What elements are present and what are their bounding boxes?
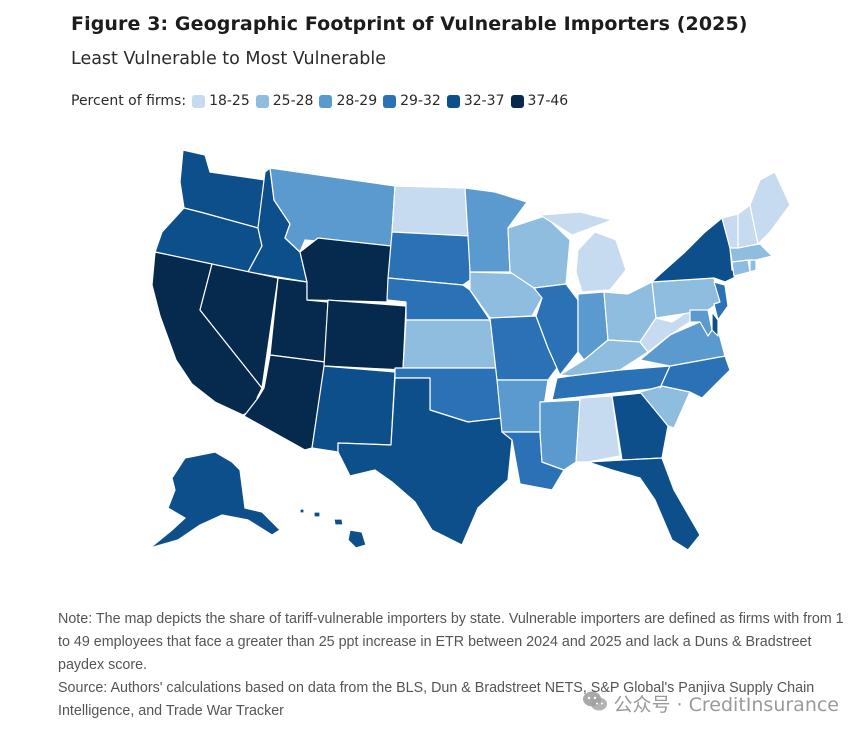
state-wv[interactable] (639, 309, 691, 353)
state-hi-oahu[interactable] (313, 511, 321, 518)
watermark-text: 公众号 · CreditInsurance (613, 694, 839, 716)
legend-item: 37-46 (510, 93, 569, 109)
state-ct[interactable] (731, 259, 751, 277)
legend-item-label: 18-25 (209, 93, 250, 109)
legend-item-label: 37-46 (527, 93, 569, 109)
legend-item-label: 32-37 (463, 93, 505, 109)
state-sc[interactable] (639, 385, 691, 429)
legend-item: 29-32 (383, 93, 441, 109)
state-me[interactable] (749, 171, 791, 245)
state-ny[interactable] (651, 217, 746, 283)
legend-item: 18-25 (192, 93, 250, 109)
note-text: Note: The map depicts the share of tarif… (58, 611, 844, 673)
figure-title: Figure 3: Geographic Footprint of Vulner… (71, 13, 748, 35)
legend-swatch (446, 94, 460, 108)
state-mi[interactable] (575, 231, 627, 293)
legend-item-label: 25-28 (272, 93, 314, 109)
legend-item-label: 29-32 (400, 93, 441, 109)
legend-item-label: 28-29 (336, 93, 378, 109)
legend-label: Percent of firms: (71, 93, 187, 109)
state-wy[interactable] (299, 237, 392, 303)
figure-notes: Note: The map depicts the share of tarif… (58, 608, 848, 723)
state-tx[interactable] (337, 377, 513, 546)
state-ms[interactable] (539, 399, 581, 471)
legend-swatch (510, 94, 524, 108)
us-choropleth-map (149, 149, 791, 551)
state-pa[interactable] (651, 277, 721, 319)
state-ri[interactable] (749, 259, 757, 273)
state-hi-kauai[interactable] (299, 508, 305, 514)
state-de[interactable] (711, 311, 719, 337)
state-al[interactable] (575, 395, 621, 463)
legend: Percent of firms: 18-25 25-28 28-29 29-3… (71, 92, 574, 110)
state-ks[interactable] (402, 319, 498, 369)
legend-swatch (192, 94, 206, 108)
state-nv[interactable] (199, 263, 279, 389)
state-co[interactable] (323, 299, 407, 371)
state-sd[interactable] (387, 231, 471, 286)
state-mi-upper[interactable] (539, 211, 613, 236)
legend-item: 28-29 (319, 93, 377, 109)
legend-swatch (255, 94, 269, 108)
source-text: Source: Authors' calculations based on d… (58, 680, 815, 719)
state-ak[interactable] (149, 451, 281, 549)
state-ma[interactable] (729, 243, 773, 263)
legend-swatch (383, 94, 397, 108)
state-nm[interactable] (311, 365, 396, 453)
state-md[interactable] (689, 309, 713, 337)
legend-swatch (319, 94, 333, 108)
figure-subtitle: Least Vulnerable to Most Vulnerable (71, 49, 387, 69)
state-hi[interactable] (347, 529, 367, 549)
legend-item: 32-37 (446, 93, 505, 109)
wechat-logo-icon (582, 690, 608, 717)
state-hi-maui[interactable] (333, 518, 344, 526)
state-nd[interactable] (391, 185, 469, 237)
legend-item: 25-28 (255, 93, 314, 109)
state-fl[interactable] (587, 457, 701, 551)
watermark: 公众号 · CreditInsurance (582, 690, 839, 717)
